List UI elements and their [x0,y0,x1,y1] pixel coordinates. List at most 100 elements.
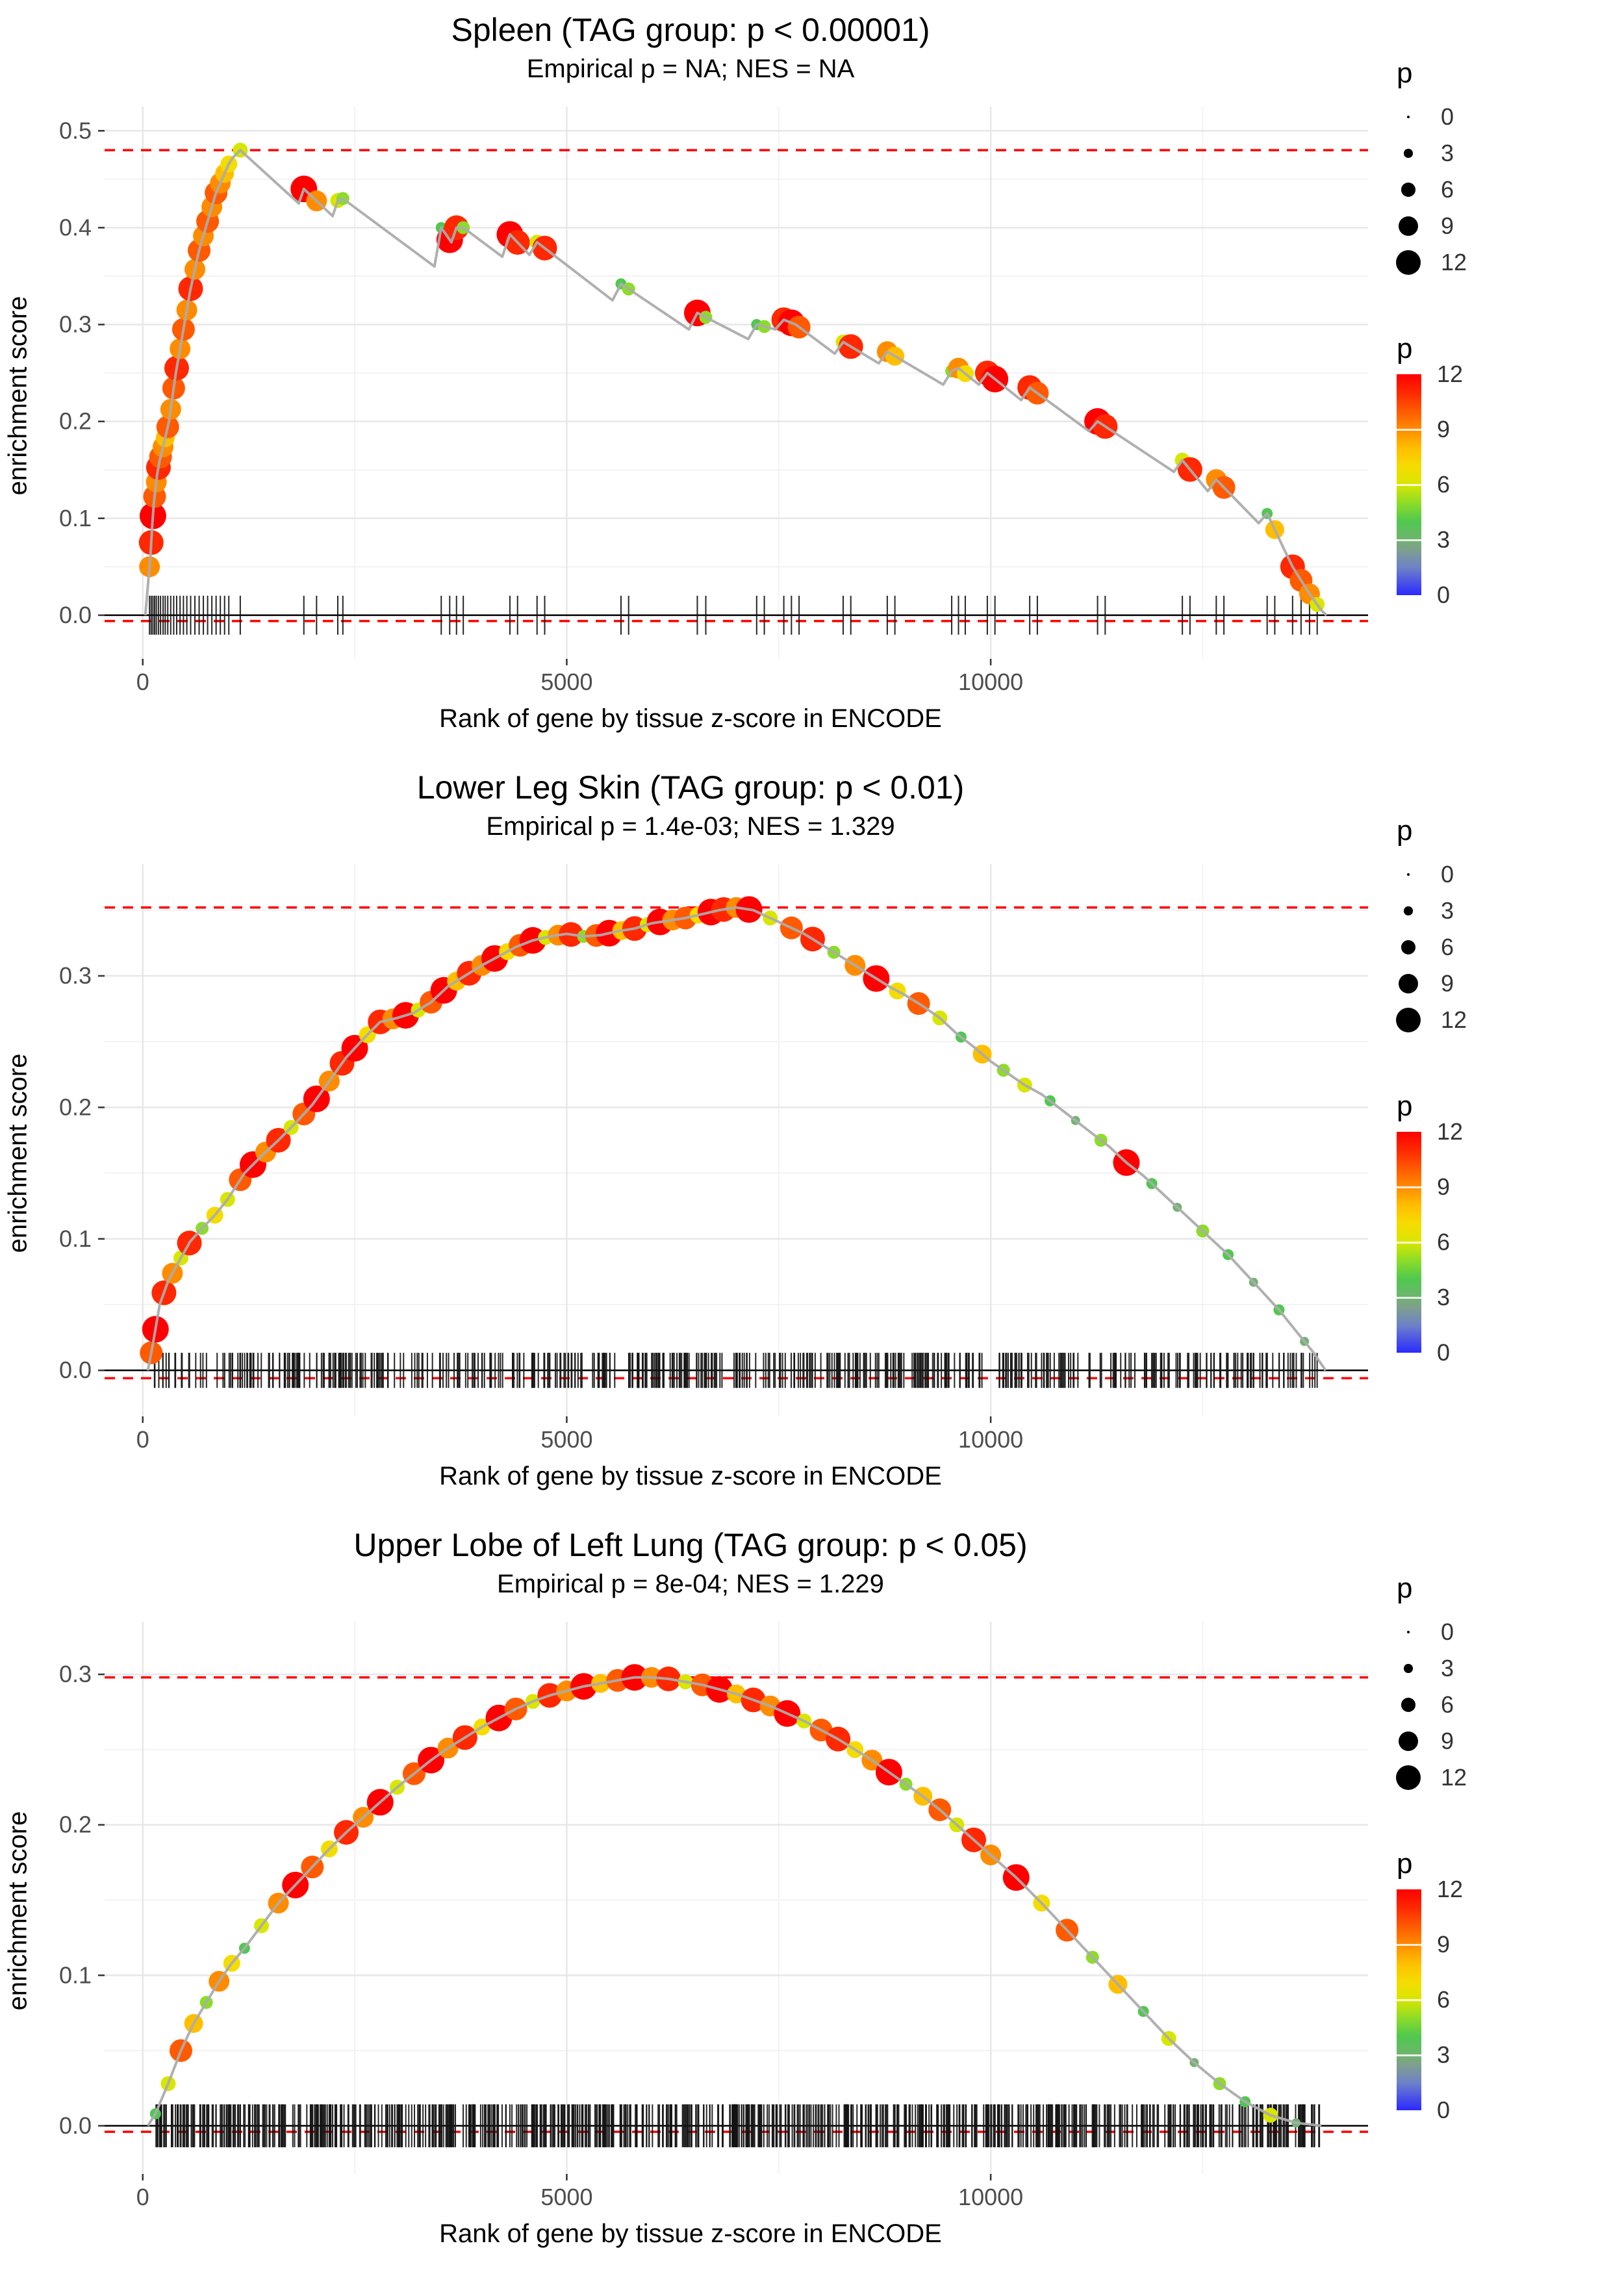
gene-dots [140,896,1310,1364]
enrichment-plot: 0 5000 10000 0.0 0.1 0.2 0.3 0.4 0.5 [59,107,1368,695]
size-legend-dot-box [1393,1762,1424,1793]
size-legend-label: 3 [1441,140,1454,166]
enrichment-curve [144,149,1328,617]
enrichment-plot: 0 5000 10000 0.0 0.1 0.2 0.3 [59,864,1368,1453]
size-legend-entry: 9 [1393,1723,1614,1759]
size-legend: p 0 3 6 9 12 [1393,57,1614,281]
x-tick-label: 5000 [540,2184,592,2210]
panel-subtitle: Empirical p = NA; NES = NA [526,55,855,83]
size-legend-dot-box [1393,174,1424,205]
size-legend-title: p [1397,1572,1413,1604]
color-legend-label: 3 [1437,1284,1451,1310]
size-legend-entry: 9 [1393,208,1614,244]
gene-dots [138,142,1325,612]
x-tick-label: 10000 [958,1426,1023,1453]
legend-column: p 0 3 6 9 12 p 12 9 6 3 0 [1393,57,1614,607]
size-legend-dot [1404,1664,1413,1673]
size-legend-dot [1398,216,1419,236]
y-axis-label: enrichment score [3,296,32,496]
plot-row: enrichment score 0 5000 10000 0.0 0.1 0.2 0.3 [0,1602,1624,2219]
panel-subtitle: Empirical p = 8e-04; NES = 1.229 [497,1570,884,1598]
y-tick-label: 0.0 [59,602,92,628]
color-legend-tick [1397,539,1421,541]
color-legend-title: p [1397,333,1413,364]
color-legend-label: 9 [1437,1931,1451,1958]
panel-header: Upper Lobe of Left Lung (TAG group: p < … [0,1526,1381,1600]
size-legend-entry: 3 [1393,893,1614,929]
size-legend-entry: 0 [1393,99,1614,135]
size-legend-dot [1406,1630,1410,1634]
size-legend-title: p [1397,57,1413,89]
panel-title: Upper Lobe of Left Lung (TAG group: p < … [353,1527,1028,1563]
y-tick-label: 0.0 [59,2112,92,2139]
x-axis-label: Rank of gene by tissue z-score in ENCODE [439,2219,942,2248]
x-tick-label: 5000 [540,669,592,695]
x-tick-label: 0 [136,1426,149,1453]
panel-header: Lower Leg Skin (TAG group: p < 0.01) Emp… [0,768,1381,842]
color-legend-label: 9 [1437,416,1451,442]
color-legend-label: 0 [1437,2097,1451,2123]
size-legend-entry: 6 [1393,929,1614,965]
panel-spleen: Spleen (TAG group: p < 0.00001) Empirica… [0,0,1624,758]
color-legend-bar-wrap: 12 9 6 3 0 [1397,363,1614,607]
size-legend-label: 0 [1441,861,1454,888]
gene-rug [149,595,1318,635]
size-legend: p 0 3 6 9 12 [1393,815,1614,1038]
enrichment-curve [146,906,1327,1372]
enrichment-plot: 0 5000 10000 0.0 0.1 0.2 0.3 [59,1622,1368,2210]
size-legend-label: 12 [1441,1764,1467,1791]
size-legend-dot-box [1393,1726,1424,1757]
x-tick-label: 10000 [958,669,1023,695]
y-tick-label: 0.2 [59,1093,92,1120]
color-legend-bar-wrap: 12 9 6 3 0 [1397,1878,1614,2122]
x-tick-label: 5000 [540,1426,592,1453]
color-legend-label: 12 [1437,1876,1464,1902]
color-legend-tick [1397,1296,1421,1299]
color-legend-label: 0 [1437,1339,1451,1366]
size-legend-label: 9 [1441,970,1454,997]
color-legend-title: p [1397,1848,1413,1880]
size-legend-dot [1401,1698,1415,1712]
size-legend-dot [1401,940,1415,954]
size-legend-label: 0 [1441,103,1454,130]
size-legend: p 0 3 6 9 12 [1393,1572,1614,1796]
color-legend-tick [1397,1186,1421,1188]
size-legend-entry: 0 [1393,1614,1614,1650]
x-axis-label: Rank of gene by tissue z-score in ENCODE [439,1462,942,1490]
axis-ticks: 0 5000 10000 0.0 0.1 0.2 0.3 0.4 0.5 [59,117,1023,695]
y-tick-label: 0.3 [59,962,92,989]
y-axis-label-container: enrichment score [0,845,36,1462]
legend-column: p 0 3 6 9 12 p 12 9 6 3 0 [1393,815,1614,1364]
size-legend-dot-box [1393,932,1424,963]
axis-ticks: 0 5000 10000 0.0 0.1 0.2 0.3 [59,962,1023,1453]
size-legend-entry: 0 [1393,856,1614,893]
y-tick-label: 0.1 [59,1225,92,1252]
color-legend-label: 6 [1437,1229,1451,1255]
x-tick-label: 10000 [958,2184,1023,2210]
y-axis-label-container: enrichment score [0,87,36,704]
color-legend-label: 3 [1437,2041,1451,2068]
y-tick-label: 0.5 [59,117,92,144]
color-legend-label: 9 [1437,1173,1451,1200]
size-legend-entry: 9 [1393,965,1614,1002]
size-legend-label: 3 [1441,897,1454,924]
size-legend-dot [1398,1731,1419,1752]
size-legend-label: 6 [1441,1691,1454,1718]
size-legend-dot [1404,149,1413,158]
color-legend-tick [1397,1943,1421,1946]
color-legend: p 12 9 6 3 0 [1393,333,1614,607]
size-legend-dot-box [1393,101,1424,133]
size-legend-label: 12 [1441,1006,1467,1033]
gene-dots [149,1664,1301,2128]
size-legend-dot-box [1393,247,1424,278]
panel-upper-lobe-left-lung: Upper Lobe of Left Lung (TAG group: p < … [0,1515,1624,2273]
panel-header: Spleen (TAG group: p < 0.00001) Empirica… [0,10,1381,84]
size-legend-dot-box [1393,211,1424,242]
color-legend: p 12 9 6 3 0 [1393,1848,1614,2122]
x-axis-label: Rank of gene by tissue z-score in ENCODE [439,704,942,733]
y-tick-label: 0.3 [59,311,92,338]
size-legend-dot [1404,906,1413,915]
size-legend-label: 9 [1441,1728,1454,1754]
size-legend-dot [1401,183,1415,197]
